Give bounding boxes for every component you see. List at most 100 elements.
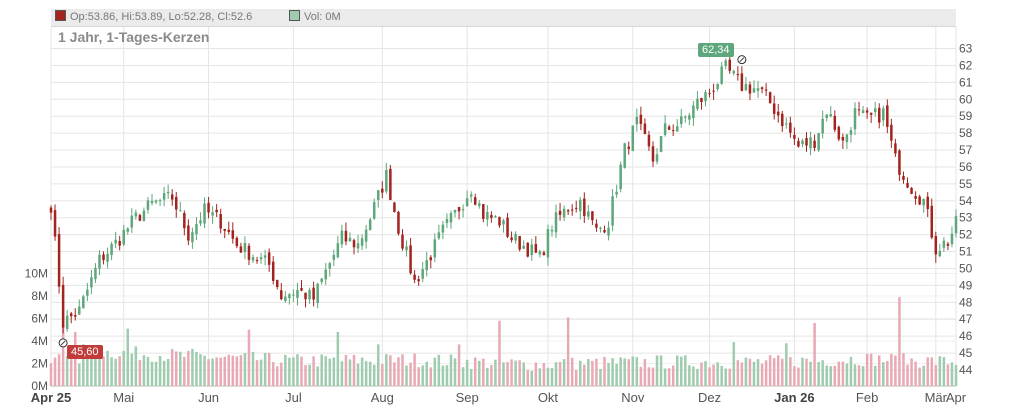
candle-body [191, 232, 194, 243]
volume-bar [498, 320, 501, 386]
candle-body [300, 288, 303, 291]
candle-body [174, 196, 178, 210]
price-tick-label: 48 [959, 295, 973, 309]
candle-body [69, 313, 73, 317]
candle-body [651, 146, 655, 162]
candle-body [643, 123, 647, 134]
volume-bar [195, 352, 198, 386]
volume-bar [372, 364, 376, 386]
volume-bar [869, 353, 873, 386]
candle-body [700, 97, 703, 103]
candle-body [615, 191, 618, 195]
volume-bar [574, 370, 578, 386]
high-badge: 62,34 [698, 43, 734, 57]
price-tick-label: 58 [959, 126, 973, 140]
volume-bar [688, 365, 691, 386]
volume-bar [332, 357, 336, 386]
volume-bar [700, 362, 703, 386]
candle-body [566, 210, 570, 212]
volume-bar [906, 364, 909, 386]
volume-bar [744, 357, 748, 386]
price-tick-label: 47 [959, 312, 973, 326]
volume-bar [809, 361, 812, 386]
candle-body [98, 254, 101, 269]
candle-body [288, 294, 291, 299]
volume-legend: Vol: 0M [289, 10, 341, 23]
month-tick-label: Apr 25 [31, 390, 71, 405]
candle-body [627, 146, 630, 149]
volume-bar [368, 361, 372, 386]
volume-bar [607, 362, 610, 386]
volume-bar [320, 354, 323, 386]
volume-bar [413, 353, 416, 386]
volume-bar [405, 365, 408, 386]
volume-bar [655, 355, 659, 386]
volume-bar [926, 357, 929, 386]
candle-body [490, 214, 493, 218]
volume-bar [514, 360, 517, 386]
candle-body [219, 214, 222, 229]
candle-body [494, 216, 497, 218]
candle-body [538, 251, 542, 255]
candle-body [90, 277, 93, 288]
volume-tick-label: 6M [31, 312, 48, 326]
price-tick-label: 61 [959, 75, 973, 89]
volume-bar [465, 359, 469, 386]
volume-bar [199, 354, 202, 386]
volume-bar [57, 354, 61, 386]
volume-bar [211, 358, 214, 386]
candle-body [926, 196, 929, 210]
volume-bar [740, 362, 744, 386]
volume-bar [805, 358, 808, 386]
candle-body [865, 110, 869, 113]
chart-subtitle: 1 Jahr, 1-Tages-Kerzen [58, 29, 210, 45]
volume-bar [134, 346, 138, 386]
candle-body [910, 187, 913, 194]
volume-bar [756, 359, 760, 386]
volume-bar [857, 365, 861, 386]
volume-bar [768, 355, 772, 386]
price-tick-label: 45 [959, 346, 973, 360]
candle-body [336, 243, 340, 258]
volume-bar [732, 342, 736, 386]
volume-bar [207, 359, 210, 386]
volume-bar [890, 353, 893, 386]
volume-bar [360, 357, 364, 386]
candle-body [534, 244, 538, 253]
volume-bar [437, 354, 441, 386]
candle-body [377, 190, 380, 200]
volume-bar [760, 363, 764, 386]
volume-bar [482, 358, 485, 386]
volume-bar [716, 362, 719, 386]
volume-bar [801, 357, 804, 386]
candle-body [292, 294, 295, 296]
candle-body [748, 84, 752, 94]
candle-body [837, 126, 841, 140]
candle-body [623, 143, 626, 168]
month-tick-label: Aug [371, 390, 394, 405]
candle-body [275, 280, 279, 287]
candle-body [877, 107, 881, 123]
volume-bar [534, 362, 538, 386]
candle-body [247, 245, 251, 260]
volume-tick-label: 10M [25, 267, 48, 281]
volume-bar [352, 354, 356, 386]
candle-body [187, 225, 190, 241]
volume-swatch [289, 10, 300, 21]
volume-bar [663, 368, 667, 386]
volume-bar [65, 355, 69, 386]
candle-body [914, 196, 917, 199]
candle-body [801, 140, 804, 145]
candle-body [53, 210, 57, 237]
volume-bar [271, 362, 275, 386]
candle-body [465, 198, 469, 207]
month-tick-label: Mai [113, 390, 134, 405]
volume-bar [704, 361, 707, 386]
volume-bar [825, 365, 828, 386]
candle-body [744, 84, 748, 91]
volume-bar [692, 366, 695, 386]
candle-body [922, 199, 925, 206]
candle-body [902, 176, 905, 180]
volume-bar [938, 356, 942, 386]
